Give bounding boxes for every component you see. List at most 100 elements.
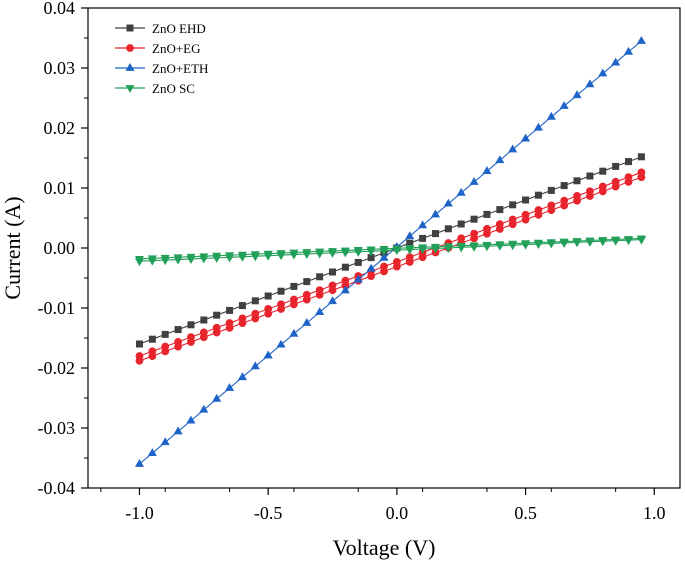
legend: ZnO EHD ZnO+EG ZnO+ETH ZnO SC — [115, 21, 208, 96]
data-point — [599, 167, 607, 175]
data-point — [483, 210, 491, 218]
data-point — [625, 158, 633, 166]
data-point — [238, 302, 246, 310]
data-point — [546, 111, 556, 120]
data-point — [160, 254, 170, 263]
y-tick-label: 0.00 — [44, 238, 76, 258]
data-point — [328, 248, 338, 256]
data-point — [251, 309, 260, 318]
data-point — [470, 229, 478, 238]
data-point — [225, 252, 235, 261]
series-zno-sc — [134, 235, 646, 267]
data-point — [226, 306, 234, 314]
data-point — [379, 246, 389, 254]
data-point — [611, 236, 621, 245]
data-point — [430, 209, 440, 218]
data-point — [612, 162, 620, 170]
data-point — [495, 155, 505, 164]
data-point — [522, 196, 530, 204]
data-point — [598, 237, 608, 245]
data-point — [174, 326, 182, 334]
data-point — [392, 257, 401, 266]
data-point — [160, 437, 170, 446]
data-point — [212, 323, 221, 332]
data-point — [521, 133, 531, 142]
plot-marks — [134, 35, 646, 467]
data-point — [302, 249, 312, 258]
legend-marker — [126, 24, 134, 32]
data-point — [353, 247, 363, 255]
x-axis-title: Voltage (V) — [333, 535, 436, 560]
data-point — [559, 101, 569, 109]
data-point — [405, 231, 415, 240]
data-point — [302, 290, 311, 299]
data-point — [559, 238, 569, 247]
data-point — [276, 250, 286, 259]
legend-label: ZnO+EG — [152, 41, 201, 56]
data-point — [496, 206, 504, 214]
data-point — [482, 166, 492, 175]
data-point — [456, 242, 466, 251]
series-line — [139, 237, 642, 260]
data-point — [237, 251, 247, 260]
series-line — [139, 171, 642, 357]
data-point — [289, 249, 299, 258]
data-point — [380, 262, 388, 271]
series-line — [139, 239, 642, 262]
data-point — [341, 276, 350, 285]
data-point — [418, 244, 428, 253]
data-point — [585, 79, 595, 88]
data-point — [392, 245, 402, 254]
legend-item: ZnO SC — [115, 81, 195, 96]
data-point — [483, 224, 491, 233]
data-point — [134, 255, 144, 264]
data-point — [250, 251, 260, 260]
data-point — [237, 372, 247, 381]
data-point — [573, 177, 581, 185]
data-point — [289, 328, 299, 337]
data-point — [598, 68, 608, 77]
data-point — [250, 361, 260, 370]
data-point — [303, 278, 311, 286]
y-tick-label: -0.03 — [38, 418, 76, 438]
y-tick-label: 0.01 — [44, 178, 76, 198]
data-point — [430, 243, 440, 252]
data-point — [419, 234, 427, 242]
data-point — [495, 241, 505, 250]
data-point — [173, 426, 183, 435]
data-point — [586, 172, 594, 180]
data-point — [637, 168, 646, 177]
data-point — [212, 393, 222, 402]
data-point — [572, 90, 582, 99]
data-point — [135, 352, 144, 360]
x-tick-label: 1.0 — [643, 503, 666, 523]
data-point — [316, 273, 324, 281]
data-point — [611, 177, 620, 186]
data-point — [456, 187, 466, 196]
data-point — [354, 258, 362, 266]
data-point — [586, 187, 594, 196]
data-point — [277, 287, 285, 295]
data-point — [187, 321, 195, 329]
data-point — [521, 240, 531, 249]
data-point — [186, 253, 196, 262]
data-point — [379, 252, 389, 261]
data-point — [147, 448, 157, 457]
y-tick-label: 0.02 — [44, 118, 76, 138]
y-tick-label: -0.02 — [38, 358, 76, 378]
data-point — [199, 404, 209, 413]
legend-label: ZnO SC — [152, 81, 195, 96]
data-point — [366, 263, 376, 272]
data-point — [636, 235, 646, 244]
data-point — [534, 191, 542, 199]
data-point — [238, 314, 247, 323]
data-point — [199, 253, 209, 262]
data-point — [508, 144, 518, 153]
data-point — [264, 292, 272, 300]
data-point — [213, 311, 221, 319]
data-point — [187, 333, 195, 342]
data-point — [508, 240, 518, 249]
data-point — [134, 458, 144, 467]
data-point — [495, 220, 504, 229]
y-tick-label: -0.04 — [38, 478, 76, 498]
